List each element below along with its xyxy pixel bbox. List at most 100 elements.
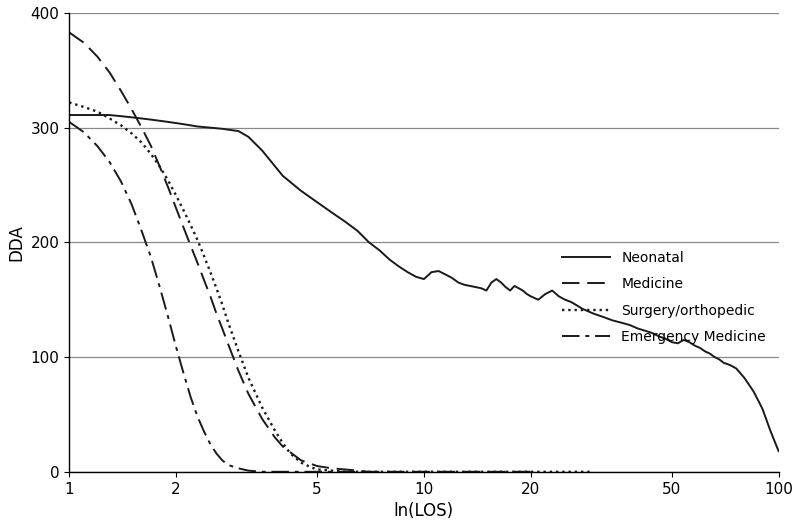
Medicine xyxy=(312,463,322,469)
Surgery/orthopedic xyxy=(243,375,253,381)
Medicine xyxy=(234,368,243,374)
Medicine xyxy=(375,469,385,475)
Medicine xyxy=(93,53,102,60)
Line: Surgery/orthopedic: Surgery/orthopedic xyxy=(70,102,593,472)
Medicine xyxy=(258,416,267,422)
Medicine xyxy=(155,163,165,170)
Medicine xyxy=(364,469,374,475)
Emergency Medicine xyxy=(79,129,89,135)
Surgery/orthopedic xyxy=(178,207,188,213)
Emergency Medicine xyxy=(137,228,146,234)
Emergency Medicine xyxy=(155,284,165,290)
Emergency Medicine xyxy=(341,469,350,475)
Medicine xyxy=(163,184,173,190)
Surgery/orthopedic xyxy=(212,285,222,291)
Line: Medicine: Medicine xyxy=(70,33,530,472)
Medicine xyxy=(327,465,337,472)
Medicine xyxy=(116,88,126,94)
Medicine xyxy=(482,469,491,475)
Medicine xyxy=(186,242,195,249)
Emergency Medicine xyxy=(146,254,156,260)
Surgery/orthopedic xyxy=(218,301,227,307)
Emergency Medicine xyxy=(206,441,215,447)
Medicine xyxy=(526,469,535,475)
Surgery/orthopedic xyxy=(327,467,337,474)
Medicine xyxy=(341,466,350,473)
Surgery/orthopedic xyxy=(127,130,137,136)
Neonatal xyxy=(375,247,385,253)
Medicine xyxy=(127,106,137,112)
Medicine xyxy=(419,469,429,475)
Emergency Medicine xyxy=(218,457,227,463)
Medicine xyxy=(171,205,181,211)
Surgery/orthopedic xyxy=(206,269,215,275)
Surgery/orthopedic xyxy=(278,440,287,446)
X-axis label: ln(LOS): ln(LOS) xyxy=(394,502,454,520)
Surgery/orthopedic xyxy=(306,464,316,471)
Surgery/orthopedic xyxy=(270,427,280,434)
Neonatal xyxy=(588,310,598,317)
Surgery/orthopedic xyxy=(223,318,233,325)
Surgery/orthopedic xyxy=(364,469,374,475)
Surgery/orthopedic xyxy=(79,104,89,110)
Medicine xyxy=(218,325,227,331)
Surgery/orthopedic xyxy=(93,109,102,115)
Medicine xyxy=(79,40,89,46)
Emergency Medicine xyxy=(65,119,74,125)
Emergency Medicine xyxy=(105,159,114,165)
Surgery/orthopedic xyxy=(234,348,243,355)
Medicine xyxy=(212,310,222,317)
Surgery/orthopedic xyxy=(341,469,350,475)
Surgery/orthopedic xyxy=(193,237,202,243)
Emergency Medicine xyxy=(223,462,233,468)
Medicine xyxy=(278,443,287,450)
Surgery/orthopedic xyxy=(163,177,173,183)
Neonatal xyxy=(739,375,749,381)
Emergency Medicine xyxy=(171,344,181,350)
Medicine xyxy=(105,70,114,76)
Emergency Medicine xyxy=(258,469,267,475)
Emergency Medicine xyxy=(278,469,287,475)
Emergency Medicine xyxy=(93,143,102,149)
Emergency Medicine xyxy=(243,467,253,474)
Medicine xyxy=(447,469,457,475)
Medicine xyxy=(193,260,202,266)
Emergency Medicine xyxy=(116,179,126,185)
Surgery/orthopedic xyxy=(137,140,146,146)
Surgery/orthopedic xyxy=(419,469,429,475)
Surgery/orthopedic xyxy=(186,222,195,228)
Surgery/orthopedic xyxy=(105,115,114,122)
Emergency Medicine xyxy=(178,370,188,376)
Surgery/orthopedic xyxy=(155,163,165,170)
Medicine xyxy=(403,469,413,475)
Y-axis label: DDA: DDA xyxy=(7,224,25,261)
Surgery/orthopedic xyxy=(258,404,267,411)
Surgery/orthopedic xyxy=(588,469,598,475)
Neonatal xyxy=(774,448,783,454)
Emergency Medicine xyxy=(364,469,374,475)
Medicine xyxy=(394,469,404,475)
Medicine xyxy=(243,391,253,397)
Emergency Medicine xyxy=(199,428,209,435)
Emergency Medicine xyxy=(212,450,222,456)
Surgery/orthopedic xyxy=(286,450,295,456)
Surgery/orthopedic xyxy=(146,151,156,157)
Emergency Medicine xyxy=(193,414,202,420)
Surgery/orthopedic xyxy=(171,192,181,199)
Neonatal xyxy=(178,121,188,128)
Neonatal xyxy=(679,337,689,343)
Emergency Medicine xyxy=(163,314,173,320)
Surgery/orthopedic xyxy=(116,122,126,129)
Medicine xyxy=(385,469,394,475)
Surgery/orthopedic xyxy=(447,469,457,475)
Surgery/orthopedic xyxy=(560,469,570,475)
Neonatal xyxy=(65,112,74,118)
Surgery/orthopedic xyxy=(526,469,535,475)
Medicine xyxy=(137,124,146,131)
Neonatal xyxy=(690,343,699,349)
Medicine xyxy=(353,467,362,474)
Medicine xyxy=(199,277,209,284)
Medicine xyxy=(146,143,156,149)
Surgery/orthopedic xyxy=(65,99,74,105)
Emergency Medicine xyxy=(312,469,322,475)
